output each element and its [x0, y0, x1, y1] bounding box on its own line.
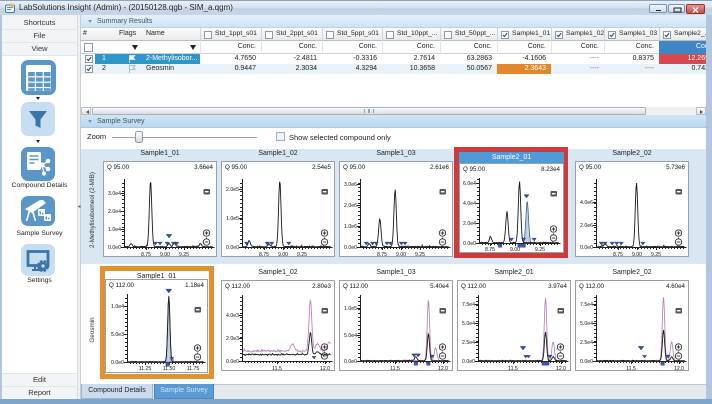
svg-text:0.0e0: 0.0e0 — [108, 245, 121, 251]
svg-text:2.0e3: 2.0e3 — [226, 336, 239, 342]
svg-text:8.75: 8.75 — [141, 252, 151, 257]
svg-text:2.5e4: 2.5e4 — [462, 340, 475, 346]
svg-text:9.25: 9.25 — [179, 252, 189, 257]
svg-text:Q 95.00: Q 95.00 — [225, 164, 248, 171]
svg-text:0.0e0: 0.0e0 — [580, 359, 593, 365]
svg-text:6.0e4: 6.0e4 — [463, 181, 476, 187]
svg-text:2.0e5: 2.0e5 — [226, 187, 239, 193]
svg-text:8.75: 8.75 — [485, 247, 495, 253]
svg-text:0.0e0: 0.0e0 — [580, 245, 593, 251]
svg-text:4.0e3: 4.0e3 — [226, 313, 239, 319]
svg-text:Q 95.00: Q 95.00 — [107, 164, 130, 171]
svg-text:0.0e0: 0.0e0 — [226, 245, 239, 251]
svg-text:8.75: 8.75 — [259, 252, 269, 257]
svg-text:0.0e0: 0.0e0 — [344, 245, 357, 251]
svg-text:3.66e4: 3.66e4 — [194, 164, 213, 171]
svg-text:Q 112.00: Q 112.00 — [461, 283, 487, 290]
svg-text:9.00: 9.00 — [632, 252, 642, 257]
svg-text:Q 95.00: Q 95.00 — [343, 164, 366, 171]
svg-text:9.00: 9.00 — [510, 247, 520, 253]
svg-text:2.54e5: 2.54e5 — [312, 164, 331, 171]
svg-text:12.0: 12.0 — [320, 366, 330, 371]
svg-text:2.0e4: 2.0e4 — [463, 221, 476, 227]
svg-text:12.0: 12.0 — [674, 366, 684, 371]
svg-text:11.5: 11.5 — [390, 366, 400, 371]
svg-text:2.80e3: 2.80e3 — [312, 283, 331, 290]
svg-text:8.75: 8.75 — [613, 252, 623, 257]
svg-text:9.25: 9.25 — [297, 252, 307, 257]
svg-text:9.00: 9.00 — [160, 252, 170, 257]
svg-text:0.0e0: 0.0e0 — [344, 359, 357, 365]
svg-text:Q 112.00: Q 112.00 — [225, 283, 251, 290]
svg-text:1.18e4: 1.18e4 — [185, 282, 204, 289]
svg-text:1.0e4: 1.0e4 — [108, 227, 121, 233]
svg-text:1.0e5: 1.0e5 — [226, 216, 239, 222]
svg-text:12.0: 12.0 — [438, 366, 448, 371]
svg-text:2.0e6: 2.0e6 — [580, 223, 593, 229]
svg-text:0.0e0: 0.0e0 — [463, 241, 476, 247]
svg-text:Q 112.00: Q 112.00 — [109, 282, 135, 289]
svg-text:11.75: 11.75 — [187, 366, 200, 372]
svg-text:2.61e6: 2.61e6 — [430, 164, 449, 171]
svg-text:4.0e4: 4.0e4 — [463, 201, 476, 207]
svg-text:9.25: 9.25 — [415, 252, 425, 257]
svg-text:11.25: 11.25 — [139, 366, 152, 372]
svg-text:8.23e4: 8.23e4 — [541, 166, 560, 173]
svg-text:7.5e4: 7.5e4 — [462, 302, 475, 308]
svg-text:1.0e4: 1.0e4 — [111, 304, 124, 310]
svg-text:0.0e0: 0.0e0 — [226, 359, 239, 365]
svg-text:8.75: 8.75 — [377, 252, 387, 257]
svg-text:2.5e4: 2.5e4 — [580, 340, 593, 346]
svg-text:2.0e6: 2.0e6 — [344, 203, 357, 209]
svg-text:Q 112.00: Q 112.00 — [343, 283, 369, 290]
svg-text:5.0e4: 5.0e4 — [344, 333, 357, 339]
svg-text:5.40e4: 5.40e4 — [430, 283, 449, 290]
svg-text:4.60e4: 4.60e4 — [666, 283, 685, 290]
svg-text:3.0e6: 3.0e6 — [344, 182, 357, 188]
svg-text:11.5: 11.5 — [272, 366, 282, 371]
svg-text:11.5: 11.5 — [626, 366, 636, 371]
svg-text:7.5e4: 7.5e4 — [580, 302, 593, 308]
svg-text:0.0e0: 0.0e0 — [111, 360, 124, 366]
svg-text:11.5: 11.5 — [508, 366, 518, 371]
svg-text:0.0e0: 0.0e0 — [462, 359, 475, 365]
svg-text:9.00: 9.00 — [278, 252, 288, 257]
svg-text:2.0e4: 2.0e4 — [108, 209, 121, 215]
svg-text:9.00: 9.00 — [396, 252, 406, 257]
svg-text:1.0e6: 1.0e6 — [344, 224, 357, 230]
svg-text:5.73e6: 5.73e6 — [666, 164, 685, 171]
svg-text:4.0e6: 4.0e6 — [580, 200, 593, 206]
svg-text:Q 112.00: Q 112.00 — [579, 283, 605, 290]
svg-text:Q 95.00: Q 95.00 — [463, 166, 486, 173]
svg-text:5.0e4: 5.0e4 — [462, 321, 475, 327]
svg-text:3.97e4: 3.97e4 — [548, 283, 567, 290]
svg-text:Q 95.00: Q 95.00 — [579, 164, 602, 171]
svg-text:11.50: 11.50 — [163, 366, 176, 372]
svg-text:3.0e4: 3.0e4 — [108, 191, 121, 197]
svg-text:12.0: 12.0 — [556, 366, 566, 371]
svg-text:9.25: 9.25 — [535, 247, 545, 253]
svg-text:1.0e5: 1.0e5 — [344, 306, 357, 312]
svg-text:9.25: 9.25 — [651, 252, 661, 257]
svg-text:5.0e3: 5.0e3 — [111, 332, 124, 338]
svg-text:5.0e4: 5.0e4 — [580, 321, 593, 327]
